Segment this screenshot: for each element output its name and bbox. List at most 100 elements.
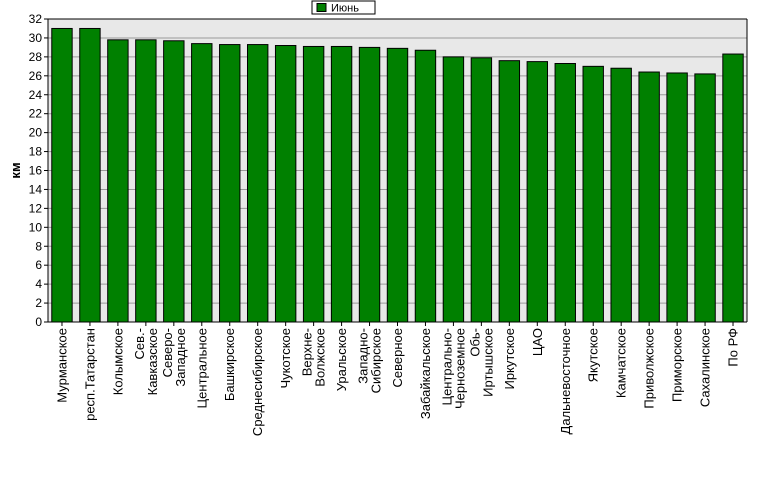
x-tick-label-line: Забайкальское [418,328,433,419]
y-tick-label: 28 [29,50,43,64]
y-tick-label: 8 [35,239,42,253]
y-tick-label: 26 [29,69,43,83]
legend-swatch [316,3,327,12]
x-tick-label-line: Северо- [160,328,175,377]
x-tick-label-line: Обь- [467,328,482,357]
bar [470,57,493,323]
legend-box [311,0,376,15]
bar [498,60,521,323]
x-tick-label: Приволжское [642,328,657,409]
x-tick-label: Центральное [194,328,209,408]
y-tick-label: 24 [29,88,43,102]
x-tick-label-line: Приморское [670,328,685,402]
x-tick-label-line: Камчатское [614,328,629,398]
x-tick-label-line: Мурманское [54,328,69,403]
x-tick-label-line: Сахалинское [698,328,713,407]
y-axis-label: км [8,162,23,178]
x-tick-label-line: Северное [390,328,405,387]
x-tick-label-line: Сибирское [369,328,384,393]
x-tick-label-line: Сев.- [132,328,147,359]
legend-label: Июнь [331,3,359,15]
x-tick-label: Иркутское [502,328,517,390]
x-tick-label-line: Колымское [110,328,125,395]
x-tick-label: Северное [390,328,405,387]
y-tick-label: 2 [35,296,42,310]
bar [219,44,241,323]
x-tick-label: Обь-Иртышское [467,328,495,397]
x-tick-label: ЦАО [530,328,545,356]
x-tick-label-line: Кавказское [145,328,160,395]
x-tick-label: Уральское [334,328,349,391]
y-tick-label: 0 [35,315,42,329]
x-tick-label: Мурманское [54,328,69,403]
x-tick-label-line: Иртышское [480,328,495,397]
bar [330,45,353,323]
x-tick-label: Камчатское [614,328,629,398]
x-tick-label-line: Иркутское [502,328,517,390]
bar [694,73,716,323]
bar [554,63,576,323]
y-tick-label: 32 [29,12,43,26]
bar [414,49,437,323]
bar [191,43,213,323]
bar [51,27,73,323]
bar [246,44,269,323]
x-tick-label-line: Западно- [356,328,371,384]
y-tick-label: 16 [29,164,43,178]
x-tick-label: Северо-Западное [160,328,188,387]
bars [51,27,744,323]
x-tick-label: Якутское [586,328,601,382]
y-tick-label: 20 [29,126,43,140]
y-tick-label: 6 [35,258,42,272]
bar [302,45,325,323]
bar [582,65,604,323]
legend: Июнь [311,0,376,15]
x-tick-label-line: респ.Татарстан [82,328,97,421]
bar [358,46,381,323]
x-tick-label: Дальневосточное [558,328,573,434]
x-tick-label: Чукотское [278,328,293,389]
x-tick-label-line: Башкирское [222,328,237,401]
y-tick-label: 18 [29,145,43,159]
bar [135,39,157,323]
x-tick-label-line: Черноземное [452,328,467,409]
y-tick-label: 4 [35,277,42,291]
bar [722,53,744,323]
bar [442,56,465,323]
x-tick-label-line: Среднесибирское [250,328,265,436]
x-tick-label: Приморское [670,328,685,402]
x-tick-label-line: Чукотское [278,328,293,389]
y-tick-label: 10 [29,220,43,234]
x-tick-label-line: Якутское [586,328,601,382]
x-tick-label-line: Уральское [334,328,349,391]
x-tick-label: Колымское [110,328,125,395]
bar [526,61,549,323]
bar [107,39,129,323]
x-tick-label: Верхне-Волжское [300,328,328,387]
y-tick-label: 22 [29,107,43,121]
bar [79,27,101,323]
x-tick-label-line: Верхне- [300,328,315,376]
x-tick-label: респ.Татарстан [82,328,97,421]
bar [610,67,632,323]
y-tick-label: 12 [29,201,43,215]
bar [666,72,688,323]
x-tick-label: Забайкальское [418,328,433,419]
y-tick-label: 14 [29,182,43,196]
x-tick-label: Башкирское [222,328,237,401]
x-tick-label: По РФ [726,328,741,367]
x-tick-labels: Мурманское респ.Татарстан Колымское Сев.-Ка… [54,322,741,436]
x-tick-label-line: Западное [173,328,188,387]
x-tick-label: Сев.-Кавказское [132,328,160,395]
x-tick-label-line: Центральное [194,328,209,408]
x-tick-label-line: Центрально- [439,328,454,406]
bar [274,45,297,323]
x-tick-label-line: ЦАО [530,328,545,356]
x-tick-label-line: Дальневосточное [558,328,573,434]
bar [638,71,660,323]
x-tick-label: Среднесибирское [250,328,265,436]
x-tick-label-line: По РФ [726,328,741,367]
bar [163,40,185,323]
